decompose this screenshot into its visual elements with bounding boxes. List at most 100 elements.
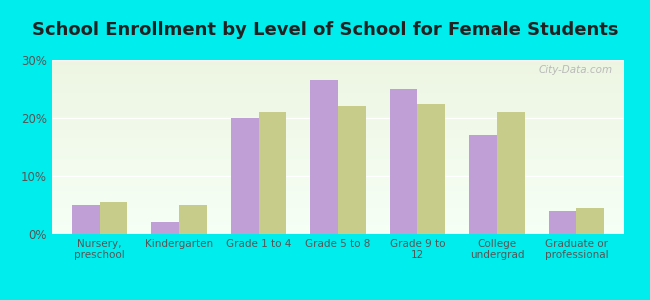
Bar [52, 158, 624, 159]
Bar [52, 217, 624, 218]
Bar [52, 74, 624, 76]
Bar [52, 206, 624, 208]
Bar [52, 138, 624, 140]
Bar [52, 149, 624, 151]
Bar [52, 109, 624, 110]
Bar [52, 65, 624, 67]
Bar [52, 82, 624, 84]
Bar [52, 229, 624, 230]
Bar [52, 220, 624, 222]
Bar [52, 203, 624, 204]
Bar [52, 69, 624, 70]
Bar [52, 189, 624, 190]
Bar [52, 208, 624, 210]
Bar [52, 187, 624, 189]
Bar [52, 151, 624, 152]
Bar [52, 185, 624, 187]
Bar [52, 110, 624, 112]
Bar [99, 202, 127, 234]
Bar [52, 79, 624, 81]
Bar [52, 107, 624, 109]
Bar [52, 136, 624, 138]
Bar [52, 103, 624, 105]
Bar [52, 116, 624, 117]
Bar [52, 100, 624, 102]
Bar [52, 62, 624, 64]
Bar [310, 80, 338, 234]
Bar [52, 201, 624, 203]
Bar [52, 86, 624, 88]
Bar [52, 175, 624, 177]
Bar [52, 117, 624, 119]
Bar [52, 171, 624, 173]
Bar [52, 225, 624, 227]
Bar [52, 98, 624, 100]
Bar [52, 90, 624, 91]
Bar [52, 102, 624, 103]
Bar [389, 89, 417, 234]
Bar [52, 168, 624, 170]
Bar [52, 133, 624, 135]
Bar [52, 81, 624, 82]
Bar [52, 97, 624, 98]
Bar [52, 169, 624, 171]
Bar [52, 77, 624, 79]
Bar [52, 154, 624, 156]
Bar [52, 88, 624, 90]
Bar [52, 197, 624, 199]
Bar [52, 140, 624, 142]
Bar [52, 121, 624, 123]
Bar [52, 210, 624, 212]
Bar [179, 205, 207, 234]
Bar [52, 147, 624, 149]
Bar [52, 227, 624, 229]
Bar [52, 142, 624, 143]
Bar [52, 192, 624, 194]
Bar [52, 156, 624, 158]
Bar [52, 230, 624, 232]
Bar [151, 222, 179, 234]
Bar [52, 93, 624, 95]
Bar [497, 112, 525, 234]
Bar [52, 70, 624, 72]
Bar [52, 135, 624, 137]
Bar [52, 60, 624, 62]
Bar [52, 143, 624, 145]
Bar [52, 119, 624, 121]
Bar [52, 194, 624, 196]
Bar [52, 114, 624, 116]
Bar [52, 72, 624, 74]
Bar [231, 118, 259, 234]
Bar [52, 196, 624, 197]
Bar [52, 204, 624, 206]
Bar [52, 215, 624, 217]
Bar [52, 159, 624, 161]
Bar [52, 213, 624, 215]
Bar [52, 164, 624, 166]
Bar [52, 173, 624, 175]
Bar [549, 211, 577, 234]
Bar [52, 131, 624, 133]
Bar [52, 128, 624, 130]
Bar [52, 178, 624, 180]
Bar [338, 106, 366, 234]
Bar [52, 91, 624, 93]
Bar [52, 76, 624, 77]
Bar [52, 224, 624, 225]
Bar [259, 112, 287, 234]
Bar [52, 95, 624, 97]
Text: School Enrollment by Level of School for Female Students: School Enrollment by Level of School for… [32, 21, 618, 39]
Bar [417, 103, 445, 234]
Bar [52, 163, 624, 164]
Bar [52, 232, 624, 234]
Bar [52, 126, 624, 128]
Bar [52, 64, 624, 65]
Bar [72, 205, 99, 234]
Bar [52, 166, 624, 168]
Bar [52, 184, 624, 185]
Bar [52, 212, 624, 213]
Bar [52, 112, 624, 114]
Bar [52, 182, 624, 184]
Bar [52, 190, 624, 192]
Bar [52, 199, 624, 201]
